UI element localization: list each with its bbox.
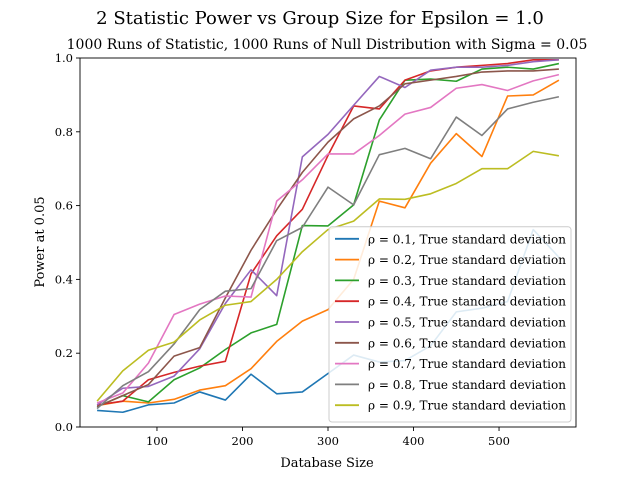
legend-label: ρ = 0.9, True standard deviation <box>368 399 566 413</box>
legend-label: ρ = 0.2, True standard deviation <box>368 253 566 267</box>
x-tick-label: 200 <box>232 434 254 448</box>
series-line-9 <box>96 150 560 402</box>
series-line-2 <box>96 79 560 407</box>
legend-label: ρ = 0.5, True standard deviation <box>368 316 566 330</box>
chart-title: 2 Statistic Power vs Group Size for Epsi… <box>96 8 544 29</box>
legend-label: ρ = 0.8, True standard deviation <box>368 378 566 392</box>
series-line-4 <box>96 59 559 406</box>
y-tick-label: 0.4 <box>55 272 73 286</box>
x-tick-label: 100 <box>146 434 168 448</box>
legend-label: ρ = 0.7, True standard deviation <box>368 357 566 371</box>
y-tick-label: 1.0 <box>55 51 73 65</box>
y-tick-label: 0.0 <box>55 420 73 434</box>
y-axis-label: Power at 0.05 <box>33 196 48 287</box>
x-tick-label: 300 <box>317 434 339 448</box>
legend-box <box>328 226 572 423</box>
chart-subtitle: 1000 Runs of Statistic, 1000 Runs of Nul… <box>67 37 588 53</box>
series-line-7 <box>96 73 560 404</box>
y-tick-label: 0.6 <box>55 199 73 213</box>
x-tick-label: 400 <box>403 434 425 448</box>
legend-label: ρ = 0.3, True standard deviation <box>368 274 566 288</box>
legend-label: ρ = 0.1, True standard deviation <box>368 232 566 246</box>
y-tick-label: 0.2 <box>55 346 73 360</box>
series-line-5 <box>96 59 559 406</box>
y-tick-label: 0.8 <box>55 125 73 139</box>
series-line-6 <box>96 68 559 408</box>
legend-label: ρ = 0.4, True standard deviation <box>368 295 566 309</box>
series-line-8 <box>96 95 560 410</box>
series-line-3 <box>96 62 560 408</box>
plot-area: 100 200 300 400 500 0.0 0.2 0.4 0.6 0.8 1.0 ρ = 0.1… <box>55 51 577 448</box>
legend-label: ρ = 0.6, True standard deviation <box>368 336 566 350</box>
x-axis-label: Database Size <box>280 456 374 471</box>
x-tick-label: 500 <box>488 434 510 448</box>
